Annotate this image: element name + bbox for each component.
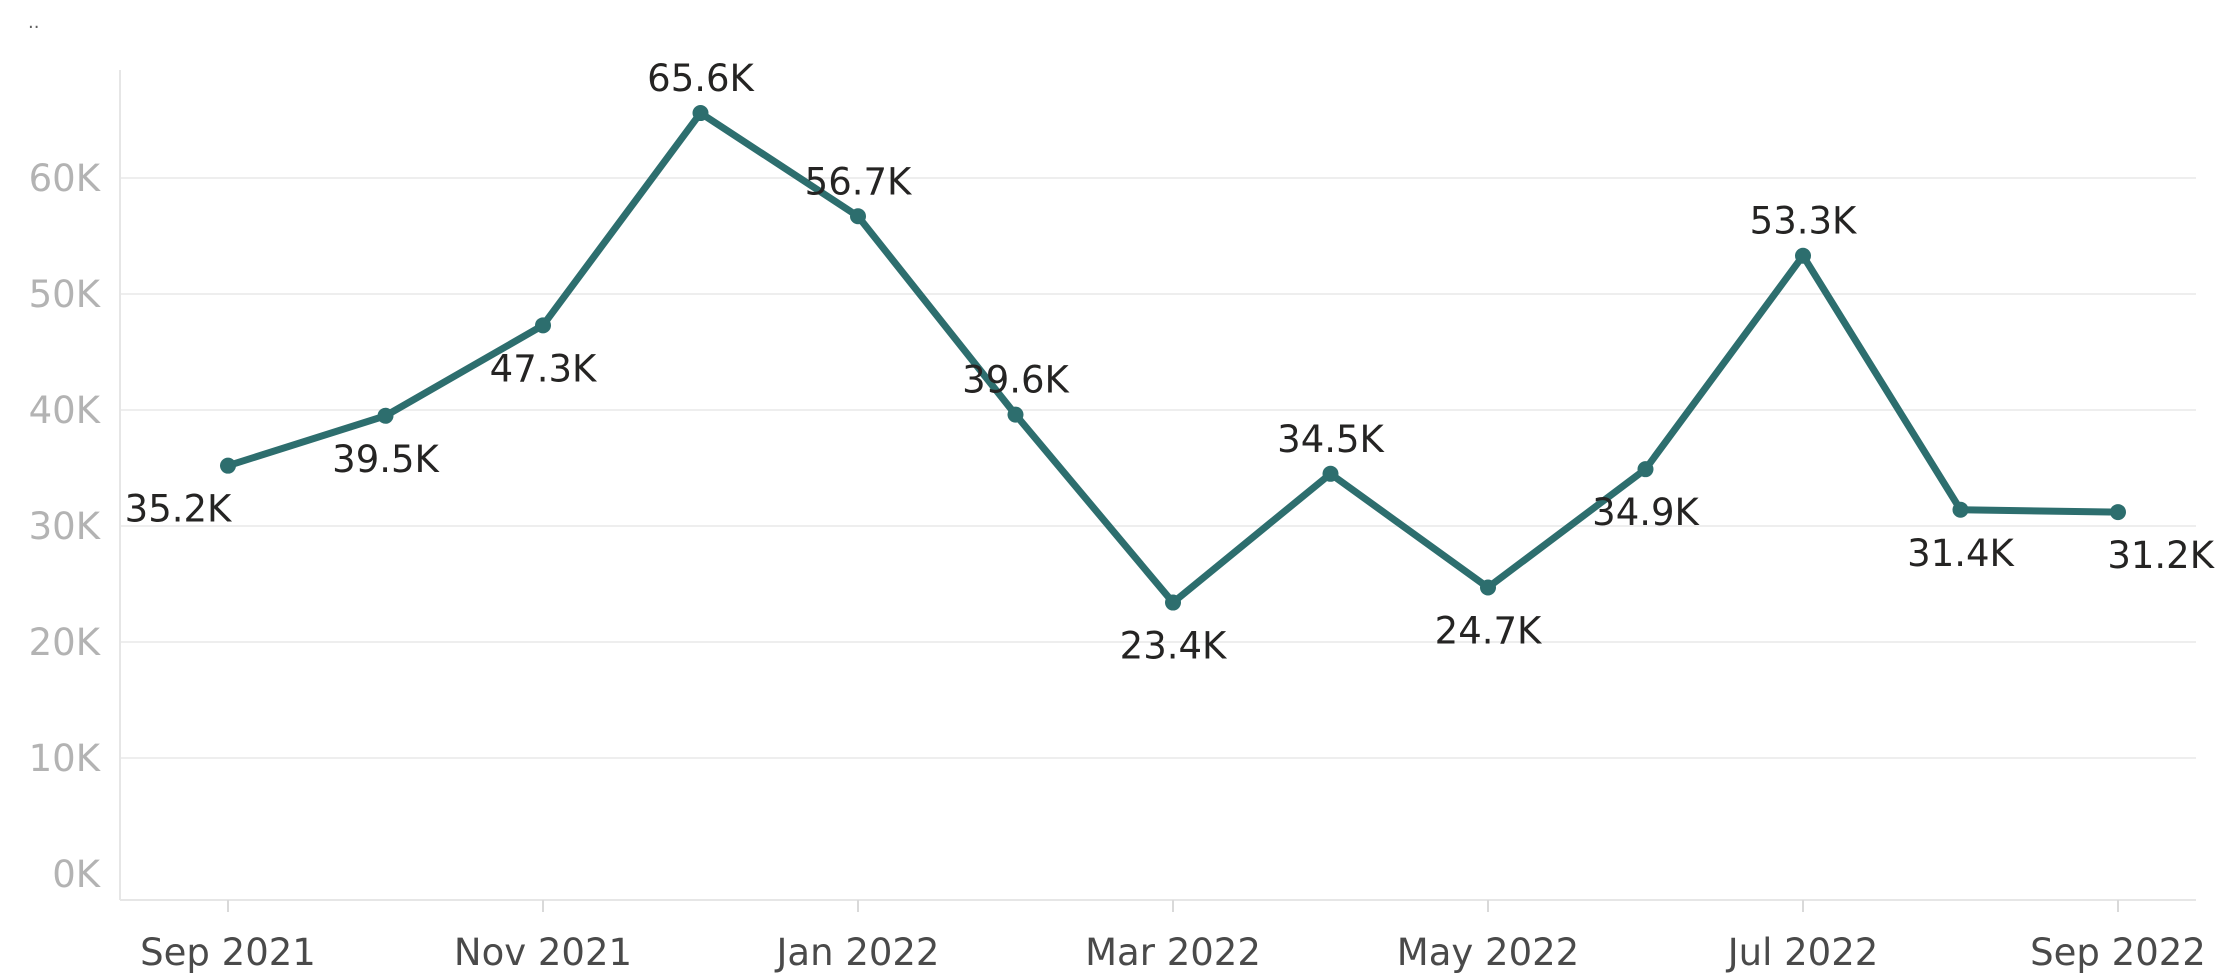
data-label: 24.7K <box>1435 609 1543 652</box>
data-point[interactable] <box>1007 406 1024 423</box>
y-tick-label: 60K <box>29 157 102 200</box>
data-label: 53.3K <box>1750 200 1858 243</box>
x-tick-label: Jul 2022 <box>1726 931 1879 974</box>
data-label: 34.5K <box>1277 418 1385 461</box>
data-point[interactable] <box>1795 247 1811 264</box>
data-point[interactable] <box>377 407 394 424</box>
x-tick-label: Mar 2022 <box>1085 931 1261 974</box>
y-tick-label: 30K <box>29 505 102 548</box>
data-point[interactable] <box>1322 465 1339 482</box>
y-tick-label: 10K <box>29 737 102 780</box>
data-label: 34.9K <box>1592 491 1700 534</box>
data-labels: 35.2K 39.5K 47.3K 65.6K 56.7K 39.6K 23.4K 34.5K… <box>125 57 2216 668</box>
data-point[interactable] <box>220 457 236 474</box>
data-point[interactable] <box>692 105 709 122</box>
y-tick-label: 50K <box>29 273 102 316</box>
more-options-icon[interactable]: .. <box>28 12 39 33</box>
x-tick-label: Sep 2021 <box>140 931 316 974</box>
data-point[interactable] <box>2110 504 2126 521</box>
data-label: 39.6K <box>962 359 1070 402</box>
series <box>220 105 2126 611</box>
y-tick-label: 20K <box>29 621 102 664</box>
y-axis: 0K 10K 20K 30K 40K 50K 60K <box>29 157 102 896</box>
x-tick-label: May 2022 <box>1397 931 1579 974</box>
data-label: 23.4K <box>1120 625 1228 668</box>
x-tick-label: Nov 2021 <box>454 931 632 974</box>
x-axis: Sep 2021 Nov 2021 Jan 2022 Mar 2022 May 2022… <box>140 900 2206 974</box>
x-tick-label: Sep 2022 <box>2030 931 2206 974</box>
x-tick-label: Jan 2022 <box>775 931 940 974</box>
data-label: 35.2K <box>125 488 233 531</box>
data-label: 47.3K <box>490 347 598 390</box>
data-label: 39.5K <box>332 438 440 481</box>
data-label: 31.2K <box>2107 534 2215 577</box>
data-label: 56.7K <box>805 160 913 203</box>
data-point[interactable] <box>850 208 866 225</box>
data-label: 65.6K <box>647 57 755 100</box>
data-point[interactable] <box>1480 579 1496 596</box>
data-point[interactable] <box>1952 501 1969 518</box>
data-point[interactable] <box>535 317 551 334</box>
y-tick-label: 0K <box>52 853 102 896</box>
data-point[interactable] <box>1637 461 1654 478</box>
y-tick-label: 40K <box>29 389 102 432</box>
data-point[interactable] <box>1165 594 1181 611</box>
gridlines <box>119 70 2196 901</box>
data-label: 31.4K <box>1907 532 2015 575</box>
